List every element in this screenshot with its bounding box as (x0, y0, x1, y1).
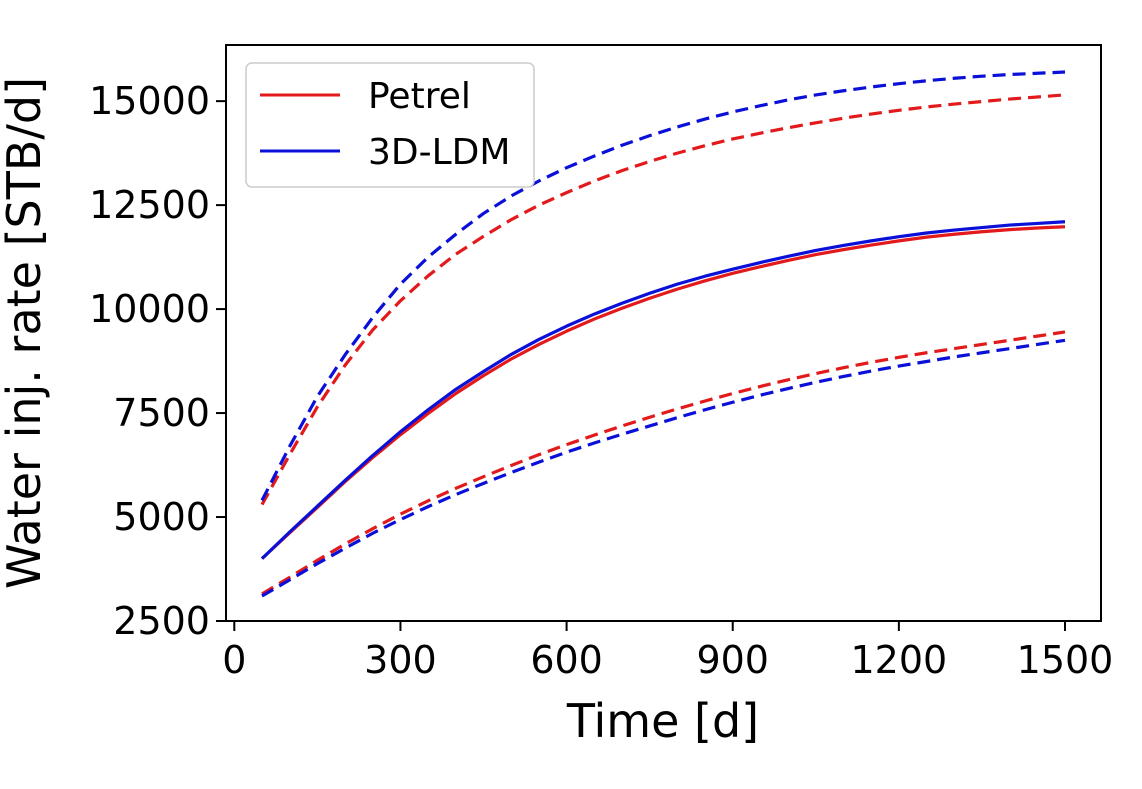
y-tick-label: 5000 (113, 495, 210, 539)
y-tick-label: 10000 (89, 287, 210, 331)
series-line-petrel-median (260, 225, 1066, 560)
x-tick-label: 0 (222, 638, 246, 682)
y-tick-label: 7500 (113, 391, 210, 435)
y-tick-label: 2500 (113, 599, 210, 643)
plot-area-frame (225, 44, 1102, 622)
legend: Petrel 3D-LDM (245, 62, 535, 188)
legend-label-petrel: Petrel (368, 76, 471, 117)
y-axis: 2500 5000 7500 10000 12500 15000 (89, 79, 226, 643)
x-tick-label: 1500 (1017, 638, 1114, 682)
x-tick-label: 600 (530, 638, 603, 682)
y-tick-label: 15000 (89, 79, 210, 123)
series-line-petrel-upper (260, 93, 1066, 506)
y-axis-title: Water inj. rate [STB/d] (0, 77, 51, 589)
x-tick-label: 300 (364, 638, 437, 682)
series-line-3d-ldm-upper (260, 70, 1066, 502)
legend-label-3d-ldm: 3D-LDM (368, 132, 510, 173)
x-axis: 0 300 600 900 1200 1500 (222, 621, 1113, 682)
x-axis-title: Time [d] (566, 694, 759, 748)
plot-lines (260, 70, 1066, 598)
x-tick-label: 1200 (851, 638, 948, 682)
series-line-petrel-lower (261, 330, 1066, 596)
y-tick-label: 12500 (89, 183, 210, 227)
x-tick-label: 900 (696, 638, 769, 682)
series-line-3d-ldm-median (260, 220, 1066, 560)
